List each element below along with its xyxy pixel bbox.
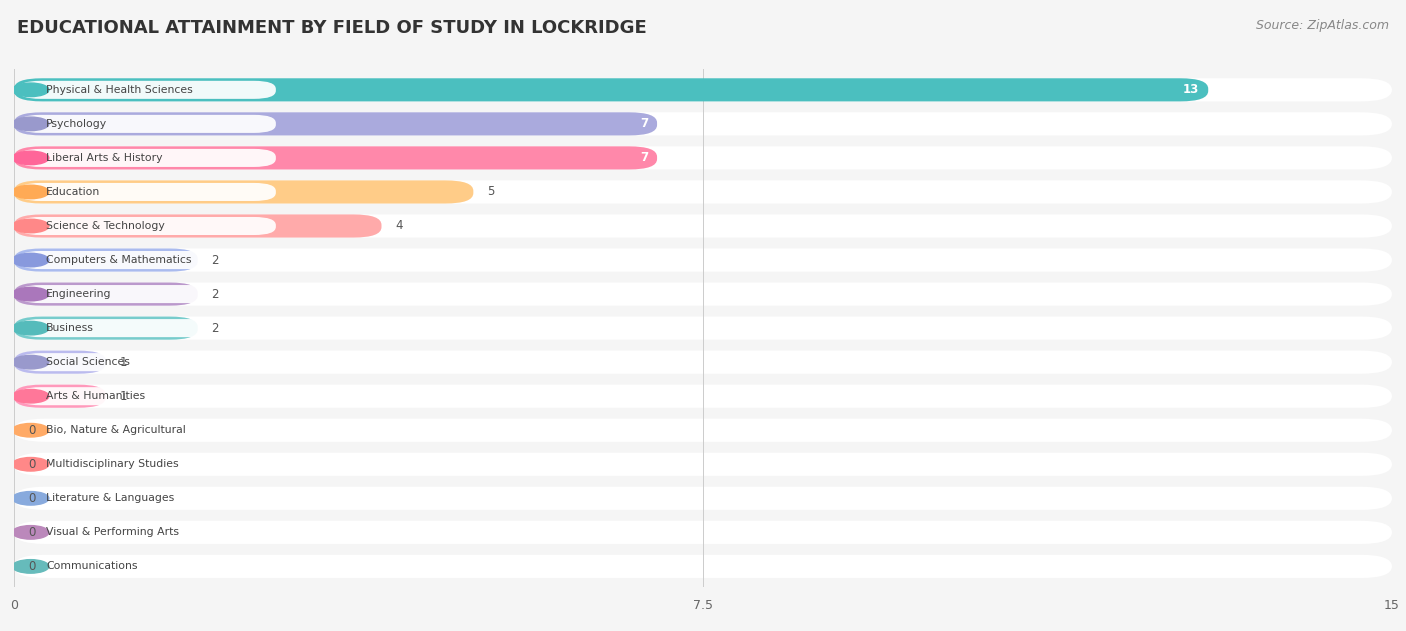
FancyBboxPatch shape	[14, 385, 105, 408]
Text: Education: Education	[46, 187, 100, 197]
FancyBboxPatch shape	[14, 112, 1392, 136]
FancyBboxPatch shape	[18, 285, 276, 303]
Text: 5: 5	[486, 186, 495, 199]
FancyBboxPatch shape	[14, 452, 1392, 476]
FancyBboxPatch shape	[18, 489, 276, 507]
Circle shape	[13, 492, 49, 505]
Text: 2: 2	[211, 254, 219, 266]
FancyBboxPatch shape	[18, 353, 276, 371]
Text: Arts & Humanities: Arts & Humanities	[46, 391, 145, 401]
Text: Literature & Languages: Literature & Languages	[46, 493, 174, 504]
FancyBboxPatch shape	[18, 319, 276, 337]
FancyBboxPatch shape	[14, 78, 1392, 102]
Text: 2: 2	[211, 322, 219, 334]
Circle shape	[13, 253, 49, 267]
FancyBboxPatch shape	[14, 249, 1392, 271]
Text: 0: 0	[28, 492, 35, 505]
FancyBboxPatch shape	[14, 351, 105, 374]
Circle shape	[13, 185, 49, 199]
Circle shape	[13, 457, 49, 471]
Text: 1: 1	[120, 390, 127, 403]
Text: EDUCATIONAL ATTAINMENT BY FIELD OF STUDY IN LOCKRIDGE: EDUCATIONAL ATTAINMENT BY FIELD OF STUDY…	[17, 19, 647, 37]
FancyBboxPatch shape	[18, 115, 276, 133]
FancyBboxPatch shape	[14, 112, 657, 136]
Text: 13: 13	[1182, 83, 1199, 97]
FancyBboxPatch shape	[18, 183, 276, 201]
FancyBboxPatch shape	[14, 487, 1392, 510]
Circle shape	[13, 287, 49, 301]
FancyBboxPatch shape	[14, 78, 1208, 102]
FancyBboxPatch shape	[14, 283, 198, 305]
FancyBboxPatch shape	[14, 215, 381, 237]
FancyBboxPatch shape	[14, 521, 1392, 544]
Text: 0: 0	[28, 424, 35, 437]
FancyBboxPatch shape	[14, 351, 1392, 374]
FancyBboxPatch shape	[14, 385, 1392, 408]
Text: Science & Technology: Science & Technology	[46, 221, 165, 231]
FancyBboxPatch shape	[14, 180, 474, 204]
Text: Bio, Nature & Agricultural: Bio, Nature & Agricultural	[46, 425, 186, 435]
FancyBboxPatch shape	[14, 317, 198, 339]
FancyBboxPatch shape	[14, 146, 1392, 170]
Text: Source: ZipAtlas.com: Source: ZipAtlas.com	[1256, 19, 1389, 32]
Text: 2: 2	[211, 288, 219, 300]
Circle shape	[13, 83, 49, 97]
FancyBboxPatch shape	[18, 81, 276, 99]
FancyBboxPatch shape	[14, 146, 657, 170]
Text: Engineering: Engineering	[46, 289, 111, 299]
FancyBboxPatch shape	[14, 283, 1392, 305]
FancyBboxPatch shape	[14, 317, 1392, 339]
Text: 0: 0	[28, 560, 35, 573]
Text: Visual & Performing Arts: Visual & Performing Arts	[46, 528, 179, 538]
FancyBboxPatch shape	[14, 215, 1392, 237]
Circle shape	[13, 526, 49, 539]
Circle shape	[13, 355, 49, 369]
FancyBboxPatch shape	[14, 555, 1392, 578]
FancyBboxPatch shape	[18, 149, 276, 167]
Text: 7: 7	[640, 151, 648, 165]
FancyBboxPatch shape	[14, 180, 1392, 204]
Text: Business: Business	[46, 323, 94, 333]
FancyBboxPatch shape	[14, 419, 1392, 442]
Text: 7: 7	[640, 117, 648, 131]
Text: 0: 0	[28, 457, 35, 471]
FancyBboxPatch shape	[18, 387, 276, 405]
Circle shape	[13, 151, 49, 165]
Circle shape	[13, 389, 49, 403]
Text: Physical & Health Sciences: Physical & Health Sciences	[46, 85, 193, 95]
Text: Psychology: Psychology	[46, 119, 107, 129]
Text: 1: 1	[120, 356, 127, 369]
Circle shape	[13, 117, 49, 131]
FancyBboxPatch shape	[18, 455, 276, 473]
Text: Liberal Arts & History: Liberal Arts & History	[46, 153, 163, 163]
FancyBboxPatch shape	[18, 251, 276, 269]
Text: Multidisciplinary Studies: Multidisciplinary Studies	[46, 459, 179, 469]
FancyBboxPatch shape	[18, 217, 276, 235]
Circle shape	[13, 321, 49, 335]
Circle shape	[13, 423, 49, 437]
Circle shape	[13, 219, 49, 233]
Circle shape	[13, 560, 49, 573]
FancyBboxPatch shape	[18, 523, 276, 541]
Text: Computers & Mathematics: Computers & Mathematics	[46, 255, 191, 265]
FancyBboxPatch shape	[18, 422, 276, 439]
Text: 0: 0	[28, 526, 35, 539]
Text: Social Sciences: Social Sciences	[46, 357, 131, 367]
Text: Communications: Communications	[46, 562, 138, 572]
FancyBboxPatch shape	[18, 557, 276, 575]
FancyBboxPatch shape	[14, 249, 198, 271]
Text: 4: 4	[395, 220, 402, 232]
